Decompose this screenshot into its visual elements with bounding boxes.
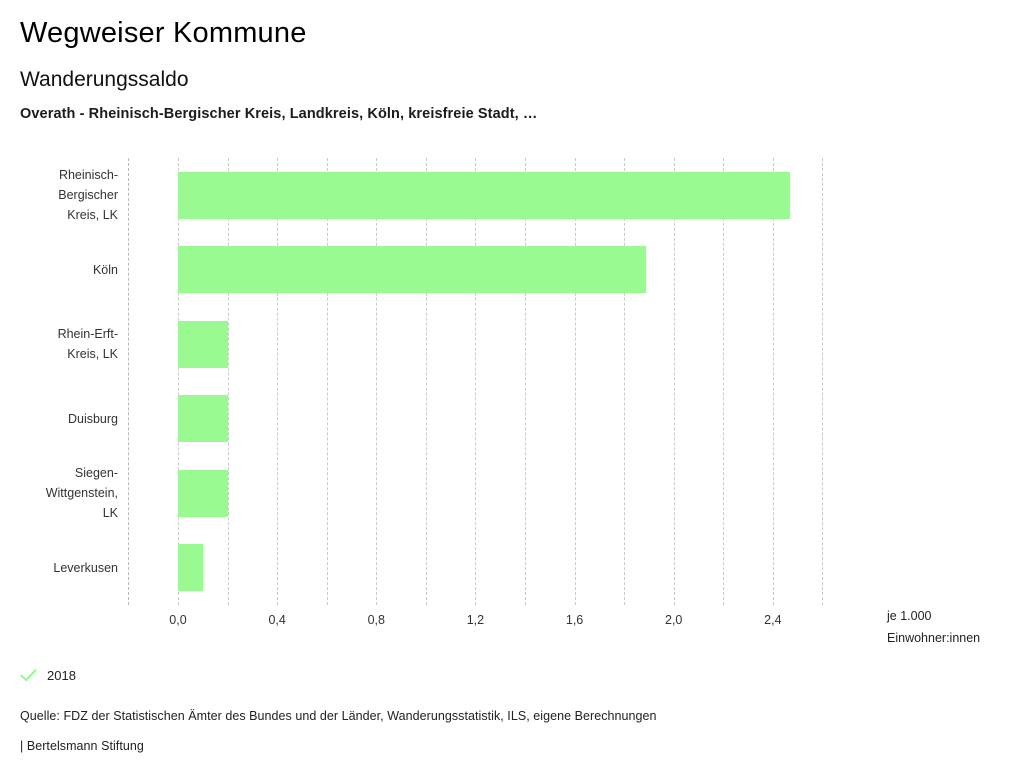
gridline-2 — [277, 158, 279, 605]
bar[interactable] — [178, 469, 228, 517]
y-axis-label-line: Rhein-Erft- — [57, 326, 118, 341]
y-axis-label-line: Kreis, LK — [67, 208, 118, 223]
gridline-7 — [525, 158, 526, 605]
x-axis-tick-label: 0,8 — [367, 613, 385, 627]
source-note: Quelle: FDZ der Statistischen Ämter des … — [20, 709, 657, 723]
bar[interactable] — [178, 544, 203, 592]
gridline-13 — [822, 158, 824, 605]
gridline-4 — [376, 158, 378, 605]
y-axis-label: Duisburg — [8, 409, 118, 429]
y-axis-label-line: Köln — [92, 262, 118, 277]
x-axis-tick-label: 2,4 — [764, 613, 782, 627]
y-axis-label: Siegen- Wittgenstein, LK — [8, 463, 118, 524]
y-axis-label-line: Leverkusen — [53, 560, 118, 575]
x-axis-tick-label: 0,0 — [169, 613, 187, 627]
gridline-5 — [425, 158, 427, 605]
legend[interactable]: 2018 — [20, 668, 76, 683]
bar[interactable] — [178, 246, 647, 294]
y-axis-label-line: Rheinisch- — [58, 167, 118, 182]
y-axis-label-line: Duisburg — [67, 411, 118, 426]
y-axis-label: Rhein-Erft- Kreis, LK — [8, 324, 118, 365]
y-axis-label-line: Wittgenstein, — [45, 486, 118, 501]
y-axis-label: Leverkusen — [8, 558, 118, 578]
x-axis-tick-label: 0,4 — [268, 613, 286, 627]
y-axis-label-line: Siegen- — [74, 465, 118, 480]
x-axis-unit-label: je 1.000 Einwohner:innen — [887, 606, 980, 650]
x-axis-tick-label: 1,6 — [565, 613, 584, 627]
y-axis-label-line: LK — [102, 506, 118, 521]
y-axis-label: Rheinisch- Bergischer Kreis, LK — [8, 165, 118, 226]
y-axis-line — [128, 158, 129, 605]
gridline-6 — [475, 158, 477, 605]
gridline-10 — [673, 158, 675, 605]
check-icon — [20, 668, 37, 683]
x-axis-unit-line-1: je 1.000 — [887, 609, 932, 623]
gridline-1 — [227, 158, 229, 605]
gridline-3 — [326, 158, 328, 605]
bar[interactable] — [178, 171, 791, 219]
x-axis-tick-label: 2,0 — [665, 613, 683, 627]
x-axis-unit-line-2: Einwohner:innen — [887, 630, 981, 645]
gridline-0 — [178, 158, 179, 605]
bar[interactable] — [178, 320, 228, 368]
brand-attribution: | Bertelsmann Stiftung — [20, 739, 144, 753]
gridline-9 — [624, 158, 626, 605]
chart-title: Wanderungssaldo — [20, 68, 189, 91]
gridline-11 — [723, 158, 725, 605]
x-axis-tick-label: 1,2 — [466, 613, 485, 627]
gridline-8 — [574, 158, 576, 605]
bar[interactable] — [178, 395, 228, 443]
legend-item-label: 2018 — [47, 668, 76, 683]
y-axis-label: Köln — [8, 260, 118, 280]
page-title: Wegweiser Kommune — [20, 17, 307, 49]
chart-subtitle: Overath - Rheinisch-Bergischer Kreis, La… — [20, 106, 538, 122]
y-axis-label-line: Kreis, LK — [67, 347, 118, 362]
gridline-12 — [772, 158, 774, 605]
y-axis-label-line: Bergischer — [58, 188, 118, 203]
